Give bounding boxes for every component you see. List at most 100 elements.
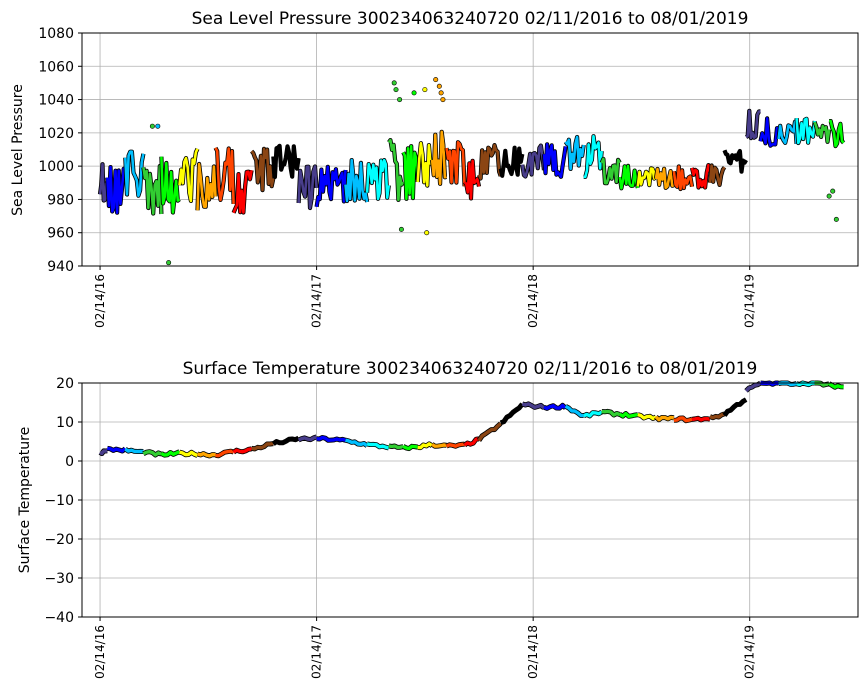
series-line <box>142 164 163 215</box>
temperature-marks <box>98 380 844 459</box>
series-line <box>106 165 127 214</box>
data-series <box>415 141 433 188</box>
data-series <box>106 445 127 454</box>
data-series <box>344 437 369 448</box>
data-series <box>828 119 846 149</box>
series-line <box>759 117 779 147</box>
outlier-point <box>830 188 836 194</box>
data-series <box>707 163 727 187</box>
data-series <box>691 415 711 423</box>
series-line <box>828 382 844 389</box>
data-series <box>653 166 675 190</box>
series-line <box>654 415 675 422</box>
series-line <box>416 141 433 187</box>
series-line <box>500 402 524 425</box>
pressure-title: Sea Level Pressure 300234063240720 02/11… <box>192 9 749 29</box>
data-series <box>271 435 300 446</box>
data-series <box>599 156 622 186</box>
data-series <box>827 381 844 390</box>
data-series <box>541 142 568 179</box>
series-line <box>345 438 369 448</box>
outlier-point <box>424 230 430 236</box>
data-series <box>618 411 639 419</box>
series-line <box>745 109 761 140</box>
data-series <box>123 149 146 198</box>
x-tick-label: 02/14/17 <box>310 625 324 679</box>
temperature-title: Surface Temperature 300234063240720 02/1… <box>183 359 758 379</box>
temperature-grid <box>82 382 858 618</box>
temperature-y-axis: −40 −30 −20 −10 0 10 20 <box>44 376 82 626</box>
series-line <box>582 410 603 418</box>
pressure-y-axis: 940 960 980 1000 1020 1040 1060 1080 <box>38 26 82 275</box>
outlier-point <box>149 123 155 129</box>
data-series <box>563 134 586 171</box>
data-series <box>722 148 748 174</box>
data-series <box>215 448 235 459</box>
data-series <box>794 116 817 146</box>
series-line <box>463 159 481 200</box>
data-series <box>430 442 447 449</box>
data-series <box>160 449 181 458</box>
y-tick-label: 20 <box>56 376 74 392</box>
x-tick-label: 02/14/18 <box>526 274 540 328</box>
data-series <box>744 380 762 393</box>
y-tick-label: 1020 <box>38 126 74 142</box>
data-series <box>195 161 218 211</box>
series-line <box>214 147 235 204</box>
y-tick-label: 1060 <box>38 59 74 75</box>
data-series <box>812 121 832 144</box>
data-series <box>430 129 448 186</box>
outlier-point <box>826 193 832 199</box>
series-line <box>297 435 318 442</box>
series-line <box>564 404 584 418</box>
series-line <box>366 442 390 450</box>
data-series <box>671 164 695 192</box>
data-series <box>123 447 144 454</box>
series-line <box>215 449 235 458</box>
outlier-point <box>440 97 446 103</box>
series-line <box>672 165 694 191</box>
x-tick-label: 02/14/19 <box>743 274 757 328</box>
data-series <box>564 404 584 418</box>
data-series <box>601 408 621 418</box>
y-tick-label: −20 <box>44 532 74 548</box>
outlier-point <box>411 90 417 96</box>
series-line <box>160 156 181 214</box>
data-series <box>196 451 216 459</box>
series-line <box>387 138 405 202</box>
series-line <box>445 442 465 448</box>
data-series <box>445 441 465 449</box>
data-series <box>402 443 419 452</box>
data-series <box>142 449 163 458</box>
data-series <box>314 164 348 208</box>
outlier-point <box>166 260 172 266</box>
temperature-x-axis: 02/14/16 02/14/17 02/14/18 02/14/19 <box>93 617 757 679</box>
series-line <box>402 144 419 201</box>
pressure-panel: Sea Level Pressure 300234063240720 02/11… <box>10 9 859 328</box>
data-series <box>296 164 319 211</box>
series-line <box>829 119 845 148</box>
series-line <box>417 442 433 450</box>
data-series <box>231 169 254 215</box>
data-series <box>758 116 780 148</box>
data-series <box>543 402 568 411</box>
series-line <box>618 411 639 418</box>
data-series <box>213 146 236 204</box>
series-line <box>99 449 108 456</box>
data-series <box>98 448 108 457</box>
series-line <box>601 409 621 417</box>
series-line <box>124 447 144 454</box>
x-tick-label: 02/14/18 <box>526 625 540 679</box>
series-line <box>691 416 711 422</box>
data-series <box>401 144 420 201</box>
series-line <box>251 441 274 451</box>
data-series <box>498 145 525 178</box>
data-series <box>417 441 434 451</box>
series-line <box>445 140 466 187</box>
data-series <box>635 166 658 188</box>
series-line <box>272 144 300 179</box>
data-series <box>617 163 640 191</box>
series-line <box>178 148 199 203</box>
y-tick-label: 0 <box>65 454 74 470</box>
